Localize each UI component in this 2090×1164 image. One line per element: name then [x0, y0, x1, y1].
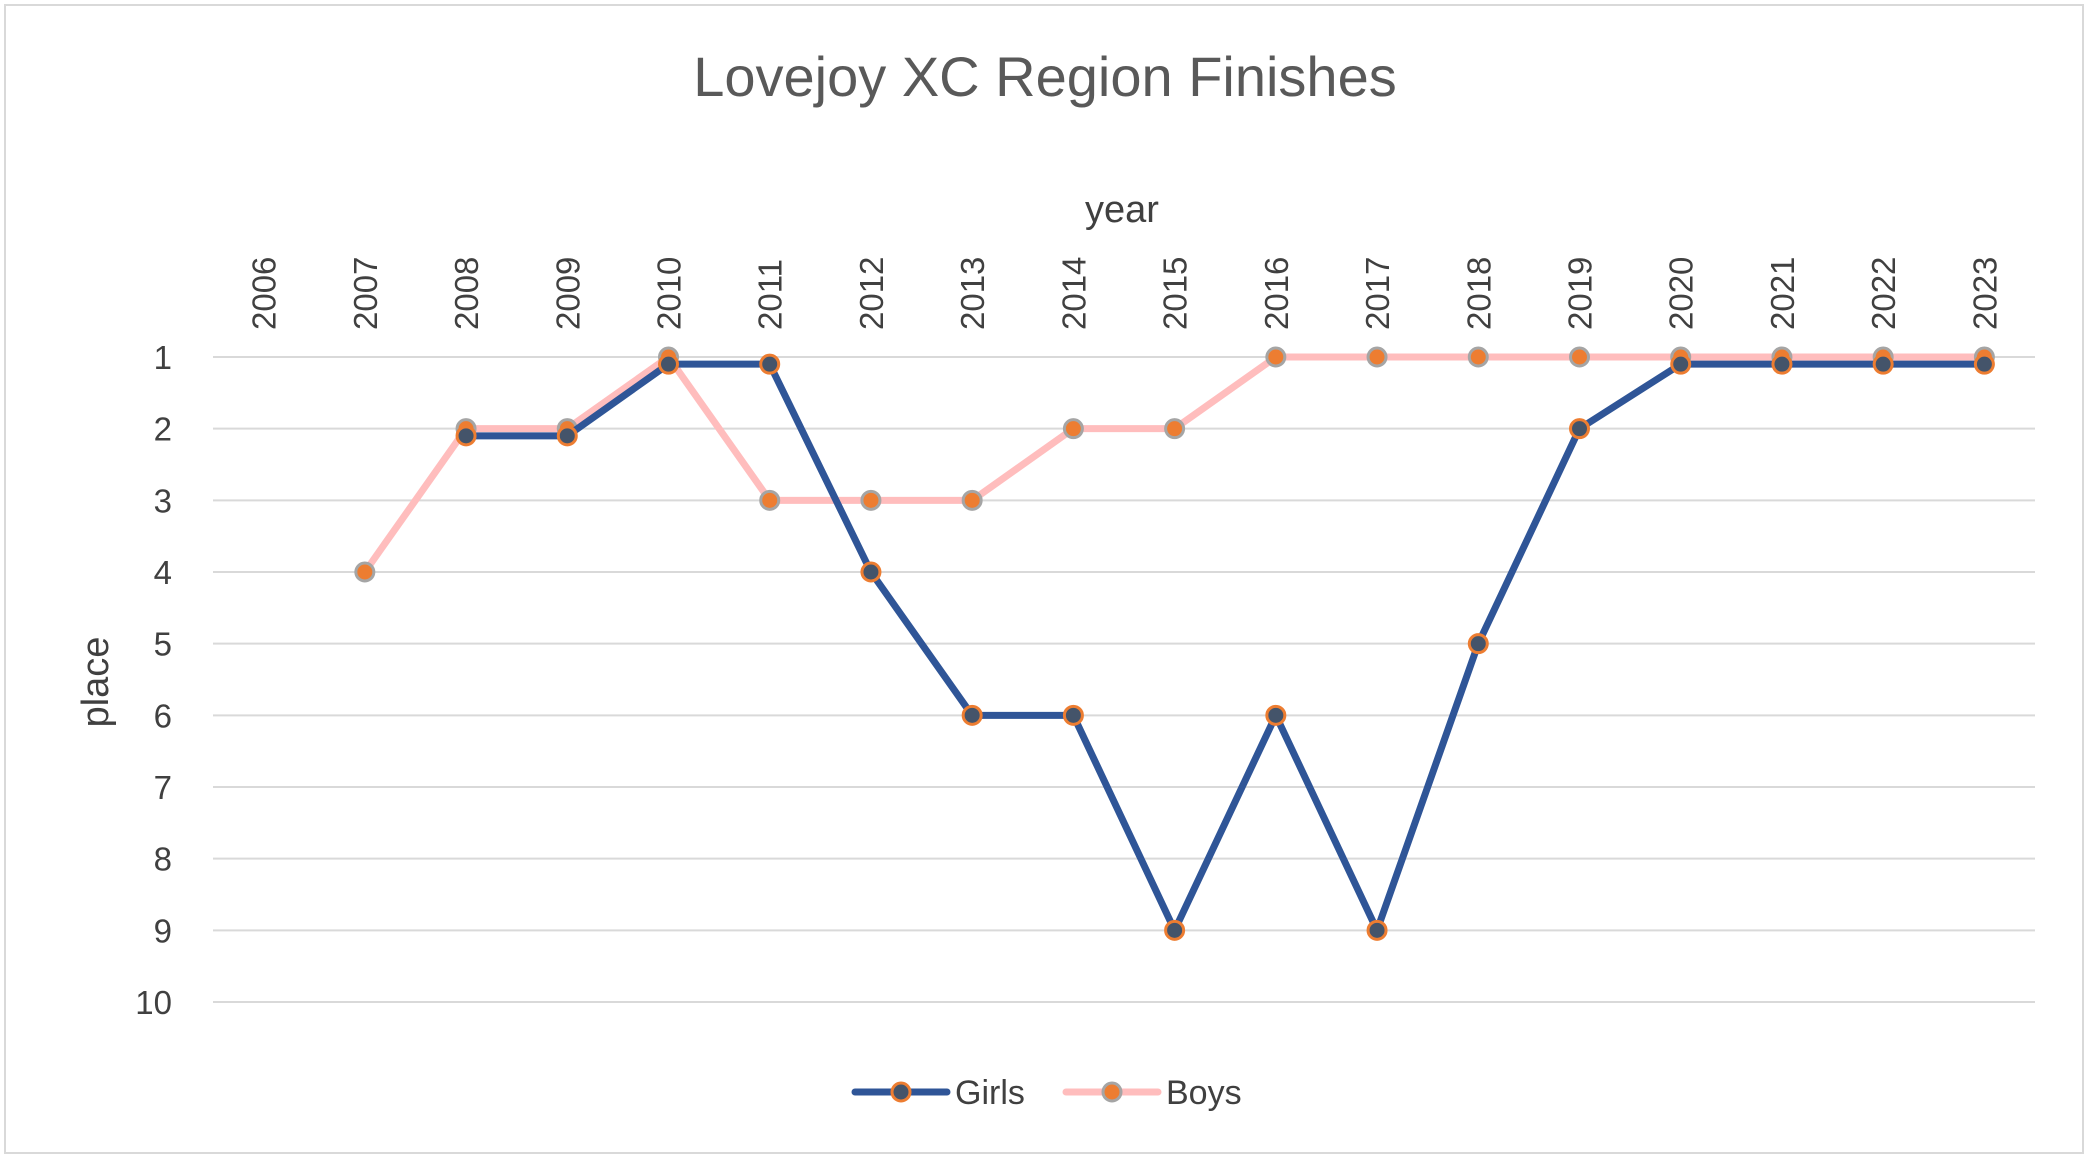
x-tick-label: 2015 — [1157, 257, 1194, 330]
data-point — [556, 425, 578, 447]
x-tick-label: 2008 — [448, 257, 485, 330]
legend-label: Boys — [1166, 1074, 1242, 1112]
gridlines — [213, 356, 2035, 1003]
x-tick-label: 2014 — [1055, 257, 1092, 330]
data-point — [1569, 418, 1590, 440]
x-tick-label: 2018 — [1460, 257, 1497, 330]
x-tick-labels: 2006 2007 2008 2009 2010 2011 2012 2013 2014 2015… — [246, 257, 2004, 330]
chart-title: Lovejoy XC Region Finishes — [693, 45, 1396, 108]
series-girls — [455, 353, 1995, 941]
x-tick-label: 2007 — [347, 257, 384, 330]
data-point — [961, 704, 983, 726]
data-point — [1062, 704, 1084, 726]
x-tick-label: 2012 — [853, 257, 890, 330]
x-tick-label: 2019 — [1562, 257, 1599, 330]
x-tick-label: 2011 — [752, 259, 789, 330]
series-line — [462, 360, 1988, 934]
y-tick-label: 2 — [154, 411, 172, 448]
legend-item-girls: Girls — [851, 1074, 1025, 1112]
y-tick-label: 5 — [154, 626, 172, 663]
x-tick-label: 2006 — [246, 257, 283, 330]
legend: Girls Boys — [851, 1074, 1242, 1112]
y-tick-label: 4 — [154, 554, 172, 591]
data-point — [1569, 346, 1590, 368]
data-point — [759, 489, 781, 511]
x-tick-label: 2021 — [1764, 257, 1801, 330]
x-axis-title: year — [1085, 189, 1159, 231]
data-point — [1164, 418, 1186, 440]
data-point — [1164, 919, 1186, 941]
y-tick-label: 8 — [154, 841, 172, 878]
data-point — [455, 425, 477, 447]
data-point — [1670, 353, 1692, 375]
legend-marker — [890, 1081, 912, 1103]
data-point — [1265, 704, 1287, 726]
series-line — [361, 353, 1988, 576]
x-tick-label: 2009 — [549, 257, 586, 330]
y-tick-label: 1 — [154, 339, 172, 376]
chart-frame — [4, 4, 2084, 1154]
data-point — [1366, 919, 1388, 941]
y-tick-label: 7 — [154, 769, 172, 806]
data-point — [860, 489, 882, 511]
y-tick-label: 9 — [154, 912, 172, 949]
y-tick-label: 3 — [154, 482, 172, 519]
legend-marker — [1101, 1081, 1123, 1103]
y-tick-label: 10 — [135, 984, 172, 1021]
data-point — [1467, 633, 1489, 655]
x-tick-label: 2010 — [651, 257, 688, 330]
data-point — [961, 489, 983, 511]
data-point — [1366, 346, 1388, 368]
data-point — [1062, 418, 1084, 440]
data-point — [1872, 353, 1894, 375]
y-tick-label: 6 — [154, 697, 172, 734]
data-point — [354, 561, 376, 583]
legend-label: Girls — [955, 1074, 1025, 1112]
x-tick-label: 2013 — [954, 257, 991, 330]
x-tick-label: 2022 — [1865, 257, 1902, 330]
y-tick-labels: 1 2 3 4 5 6 7 8 9 10 — [135, 339, 172, 1021]
x-tick-label: 2020 — [1663, 257, 1700, 330]
data-point — [1973, 353, 1995, 375]
data-point — [1467, 346, 1489, 368]
x-tick-label: 2017 — [1359, 257, 1396, 330]
data-point — [1771, 353, 1793, 375]
data-point — [860, 561, 882, 583]
legend-item-boys: Boys — [1062, 1074, 1242, 1112]
data-point — [759, 353, 781, 375]
data-point — [1265, 346, 1287, 368]
series-boys — [354, 346, 1995, 583]
y-axis-title: place — [75, 637, 117, 728]
data-point — [658, 353, 679, 375]
x-tick-label: 2016 — [1258, 257, 1295, 330]
series-lines — [354, 346, 1995, 941]
x-tick-label: 2023 — [1966, 257, 2003, 330]
